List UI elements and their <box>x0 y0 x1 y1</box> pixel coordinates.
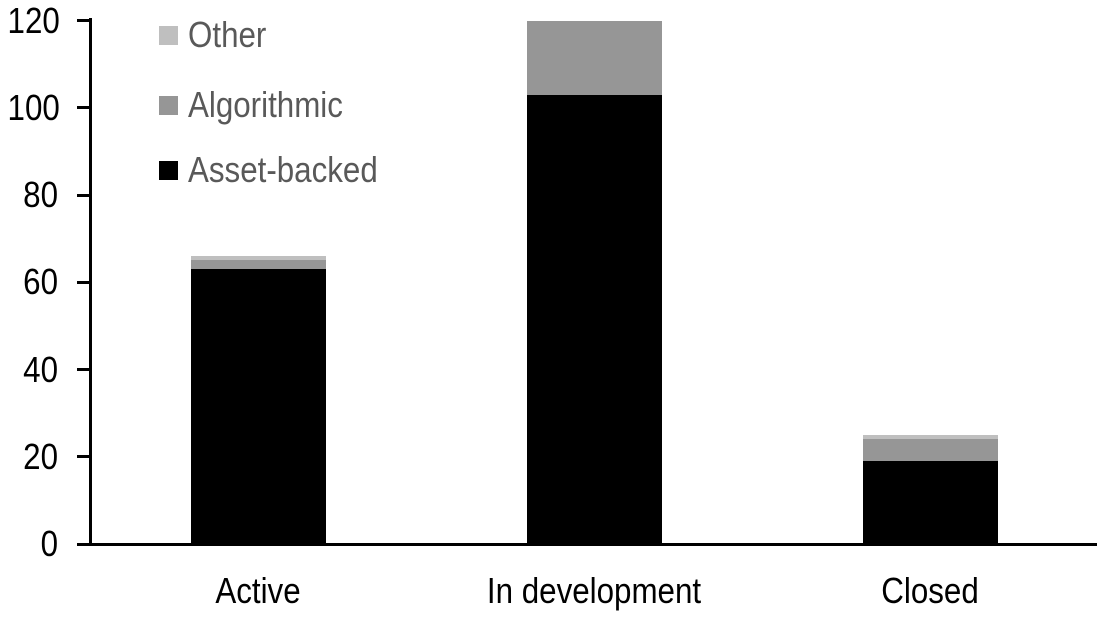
legend-label-other: Other <box>188 14 267 55</box>
legend-swatch-algorithmic <box>159 95 178 115</box>
bar-segment-asset-backed-active <box>190 269 326 544</box>
y-tick-mark <box>77 280 89 284</box>
bar-segment-asset-backed-closed <box>862 461 998 544</box>
y-tick-label: 40 <box>23 348 59 390</box>
bar-closed <box>862 434 998 544</box>
y-tick-mark <box>77 19 89 22</box>
y-axis-line <box>89 18 92 545</box>
y-tick-label: 120 <box>7 0 60 41</box>
legend-label-asset-backed: Asset-backed <box>188 149 378 190</box>
bar-segment-algorithmic-in-development <box>526 20 662 95</box>
y-tick-mark <box>77 368 89 371</box>
legend-swatch-other <box>159 25 178 45</box>
y-tick-label: 80 <box>23 174 59 215</box>
x-axis-label-active: Active <box>215 570 301 611</box>
x-axis-line <box>89 543 1097 546</box>
x-axis-label-closed: Closed <box>881 570 979 611</box>
bar-segment-asset-backed-in-development <box>526 94 662 544</box>
legend-item-other: Other <box>159 14 278 55</box>
bar-segment-algorithmic-closed <box>862 439 998 462</box>
y-tick-mark <box>77 193 89 197</box>
x-axis-label-in-development: In development <box>486 570 702 611</box>
legend-item-asset-backed: Asset-backed <box>159 149 406 190</box>
y-tick-label: 0 <box>40 523 58 564</box>
y-tick-label: 20 <box>23 435 59 477</box>
y-tick-mark <box>77 455 89 459</box>
legend-label-algorithmic: Algorithmic <box>188 84 343 125</box>
bar-segment-other-closed <box>862 434 998 440</box>
y-tick-label: 100 <box>7 86 60 128</box>
y-tick-mark <box>77 106 89 110</box>
bar-segment-other-active <box>190 256 326 261</box>
bar-in-development <box>526 20 662 544</box>
bar-segment-algorithmic-active <box>190 260 326 270</box>
legend-item-algorithmic: Algorithmic <box>159 84 366 125</box>
y-tick-label: 60 <box>23 261 59 303</box>
legend-swatch-asset-backed <box>159 160 178 180</box>
bar-active <box>190 256 326 544</box>
y-tick-mark <box>77 542 89 546</box>
